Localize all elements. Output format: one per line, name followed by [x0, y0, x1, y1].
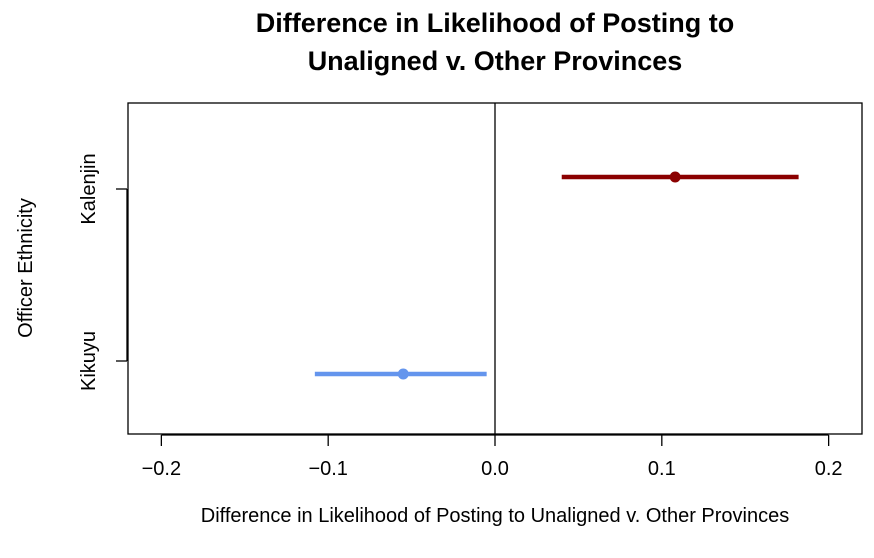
x-axis-label: Difference in Likelihood of Posting to U… [201, 505, 789, 527]
x-axis: −0.2 −0.1 0.0 0.1 0.2 [142, 434, 843, 480]
y-tick-label-kikuyu: Kikuyu [78, 331, 100, 391]
x-tick-label: 0.1 [648, 458, 676, 480]
y-axis: Kikuyu Kalenjin [78, 153, 128, 391]
chart-title-line-2: Unaligned v. Other Provinces [308, 46, 683, 76]
y-axis-label: Officer Ethnicity [15, 198, 37, 338]
y-tick-label-kalenjin: Kalenjin [78, 153, 100, 224]
x-tick-label: 0.2 [815, 458, 843, 480]
x-tick-label: −0.2 [142, 458, 181, 480]
chart-title-line-1: Difference in Likelihood of Posting to [256, 8, 735, 38]
x-tick-label: −0.1 [308, 458, 347, 480]
point-estimate-kalenjin [669, 171, 681, 183]
chart-marks [314, 103, 799, 434]
x-tick-label: 0.0 [481, 458, 509, 480]
point-estimate-kikuyu [397, 368, 409, 380]
